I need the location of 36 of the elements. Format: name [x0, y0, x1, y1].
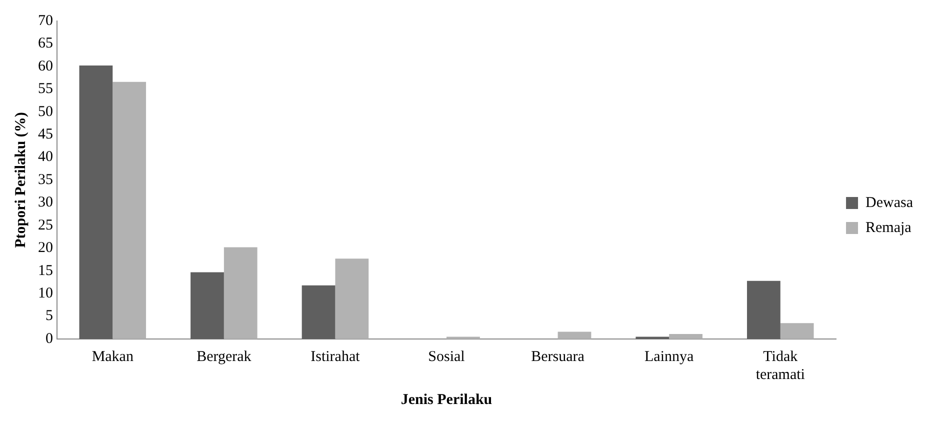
bar: [79, 66, 113, 339]
y-tick-label: 45: [38, 126, 53, 143]
bar: [558, 332, 592, 339]
bar: [224, 247, 258, 339]
y-axis-title: Ptopori Perilaku (%): [12, 112, 29, 248]
x-tick-label: Bergerak: [196, 348, 252, 365]
y-tick-label: 55: [38, 81, 53, 98]
y-tick-label: 60: [38, 58, 53, 74]
y-tick-label: 0: [46, 330, 53, 347]
y-tick-label: 10: [38, 286, 53, 302]
x-tick-label: Lainnya: [644, 348, 694, 365]
legend-label: Dewasa: [866, 194, 914, 211]
x-tick-label: Sosial: [428, 348, 465, 365]
y-tick-label: 30: [38, 194, 53, 211]
bar: [112, 82, 146, 339]
y-tick-label: 5: [46, 308, 53, 324]
y-tick-label: 20: [38, 240, 53, 256]
x-tick-label: Makan: [92, 348, 134, 365]
y-tick-label: 25: [38, 217, 53, 234]
x-tick-label: Istirahat: [310, 348, 361, 365]
x-axis-title: Jenis Perilaku: [400, 392, 492, 408]
bar: [780, 323, 814, 339]
y-tick-label: 35: [38, 172, 53, 188]
bar: [190, 272, 224, 339]
legend-label: Remaja: [866, 220, 912, 236]
y-tick-label: 65: [38, 36, 53, 52]
y-tick-label: 40: [38, 149, 53, 166]
x-tick-label: Bersuara: [531, 348, 585, 365]
y-tick-label: 50: [38, 104, 53, 120]
x-tick-label: Tidak teramati: [756, 348, 805, 383]
y-tick-label: 70: [38, 12, 53, 29]
bar: [669, 334, 702, 339]
bar: [746, 280, 780, 339]
y-tick-label: 15: [38, 262, 53, 279]
bar: [302, 285, 336, 339]
bar: [335, 258, 369, 339]
